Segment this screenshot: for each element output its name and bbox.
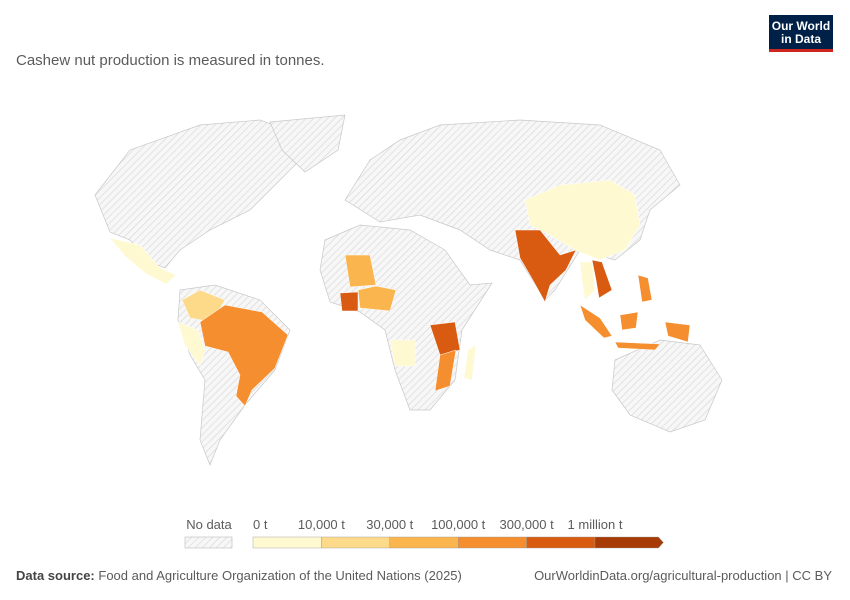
cote-divoire[interactable] [339, 291, 359, 312]
indonesia[interactable] [579, 304, 691, 351]
madagascar[interactable] [463, 344, 477, 381]
thailand[interactable] [579, 261, 596, 301]
eurasia[interactable] [344, 119, 681, 301]
legend-label: 1 million t [568, 517, 623, 532]
philippines[interactable] [637, 274, 653, 303]
africa[interactable] [319, 224, 493, 411]
source-text: Food and Agriculture Organization of the… [98, 568, 462, 583]
source: Data source: Food and Agriculture Organi… [16, 568, 462, 583]
legend-label: 100,000 t [431, 517, 486, 532]
legend-swatch [526, 536, 596, 549]
logo-line: in Data [780, 32, 821, 46]
legend-label: 300,000 t [499, 517, 554, 532]
logo[interactable]: Our World in Data [769, 15, 833, 52]
mozambique[interactable] [434, 349, 457, 392]
peru[interactable] [177, 321, 206, 367]
greenland[interactable] [269, 114, 346, 173]
legend-swatch [252, 536, 322, 549]
legend-swatch [458, 536, 527, 549]
west-africa[interactable] [357, 285, 397, 312]
logo-line: Our World [771, 19, 831, 33]
legend-swatch [594, 536, 664, 549]
mexico[interactable] [109, 237, 177, 285]
legend-label: 30,000 t [366, 517, 413, 532]
legend-no-data-swatch [184, 536, 233, 549]
angola[interactable] [389, 339, 416, 367]
subtitle: Cashew nut production is measured in ton… [16, 52, 325, 69]
tanzania[interactable] [429, 321, 461, 356]
legend-swatch [389, 536, 459, 549]
china[interactable] [524, 179, 641, 261]
countries [94, 114, 723, 466]
vietnam[interactable] [591, 259, 613, 299]
source-label: Data source: [16, 568, 95, 583]
india[interactable] [514, 229, 577, 303]
brazil[interactable] [199, 304, 289, 407]
australia[interactable] [611, 339, 723, 433]
legend-label: 0 t [253, 517, 268, 532]
legend-label: 10,000 t [298, 517, 345, 532]
source-url[interactable]: OurWorldinData.org/agricultural-producti… [534, 568, 832, 583]
legend-swatch [321, 536, 390, 549]
mali[interactable] [344, 254, 377, 288]
legend-no-data-label: No data [186, 517, 232, 532]
